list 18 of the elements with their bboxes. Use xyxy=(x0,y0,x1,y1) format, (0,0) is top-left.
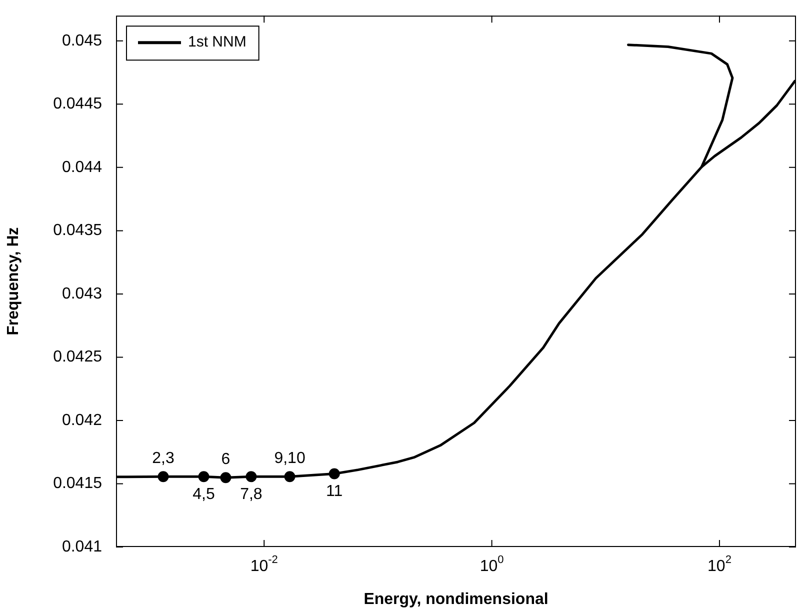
y-axis-title: Frequency, Hz xyxy=(5,227,22,336)
y-tick-label: 0.042 xyxy=(62,412,102,429)
annotation: 9,10 xyxy=(274,450,306,468)
y-tick-label: 0.041 xyxy=(62,538,102,556)
y-tick-label: 0.0425 xyxy=(53,348,102,366)
annotation: 7,8 xyxy=(240,486,262,504)
y-tick-label: 0.044 xyxy=(62,158,102,176)
annotation: 2,3 xyxy=(152,450,174,468)
y-tick-label: 0.0435 xyxy=(53,222,102,240)
annotation: 11 xyxy=(326,483,343,500)
legend-label: 1st NNM xyxy=(188,34,246,51)
y-tick-label: 0.043 xyxy=(62,285,102,302)
annotation: 6 xyxy=(221,451,230,468)
annotation: 4,5 xyxy=(192,486,215,504)
x-axis-title: Energy, nondimensional xyxy=(364,590,548,608)
y-tick-label: 0.0415 xyxy=(53,475,102,492)
y-tick-label: 0.0445 xyxy=(53,96,102,113)
y-tick-label: 0.045 xyxy=(62,32,102,50)
